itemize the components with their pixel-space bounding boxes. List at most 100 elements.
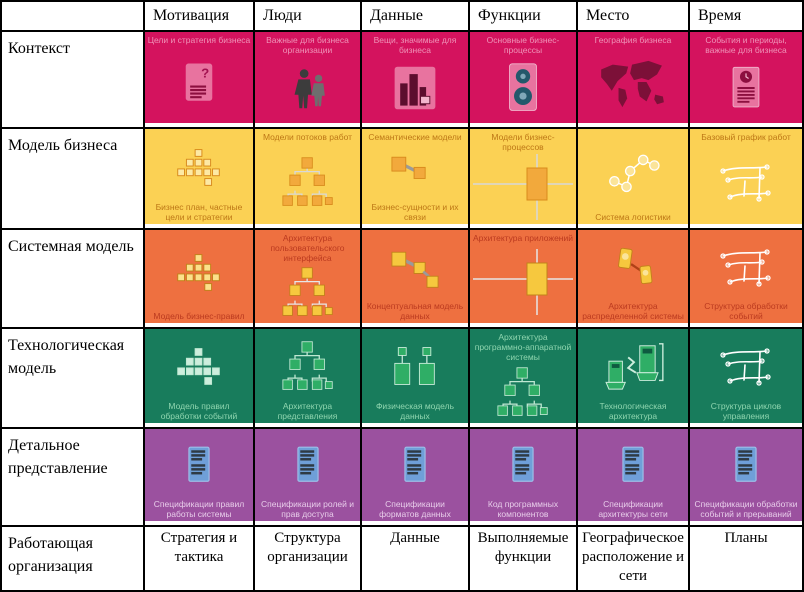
framework-cell: Базовый график работ (690, 129, 802, 228)
cell-bottom-label: Структура циклов управления (710, 400, 782, 421)
row-label: Системная модель (2, 230, 143, 327)
framework-cell: Бизнес план, частные цели и стратегии (145, 129, 253, 228)
framework-cell: Структура циклов управления (690, 329, 802, 427)
framework-cell: Спецификации форматов данных (362, 429, 468, 525)
sketch-icon (692, 233, 800, 301)
column-header-1: Мотивация (145, 2, 253, 30)
framework-cell: Архитектура распределенной системы (578, 230, 688, 327)
cell-bottom-label: Архитектура представления (277, 400, 338, 421)
cell-bottom-label: Бизнес-сущности и их связи (371, 201, 459, 222)
row-label: Контекст (2, 32, 143, 127)
people-icon (257, 55, 358, 121)
workflow-tree-icon (472, 363, 574, 421)
cell-top-label: География бизнеса (594, 35, 672, 45)
cell-bottom-label: Архитектура распределенной системы (582, 300, 684, 321)
cell-top-label: События и периоды, важные для бизнеса (705, 35, 787, 56)
distributed-nodes-icon (580, 233, 686, 301)
framework-cell: Физическая модель данных (362, 329, 468, 427)
spec-document-icon (472, 432, 574, 499)
framework-cell: Концептуальная модель данных (362, 230, 468, 327)
cell-bottom-label: Структура обработки событий (704, 300, 788, 321)
cell-bottom-label: Спецификации обработки событий и прерыва… (694, 498, 798, 519)
cell-top-label: Архитектура приложений (473, 233, 573, 243)
footer-cell-4: Выполняемые функции (470, 527, 576, 590)
footer-cell-5: Географическое расположение и сети (578, 527, 688, 590)
document-clock-icon (692, 55, 800, 121)
gears-document-icon (472, 55, 574, 121)
buildings-icon (364, 55, 466, 121)
framework-cell: Архитектура пользовательского интерфейса (255, 230, 360, 327)
cell-bottom-label: Концептуальная модель данных (366, 300, 464, 321)
process-crosshair-icon (472, 243, 574, 321)
hardware-icon (580, 332, 686, 401)
framework-cell: Спецификации ролей и прав доступа (255, 429, 360, 525)
cell-bottom-label: Бизнес план, частные цели и стратегии (155, 201, 243, 222)
cell-top-label: Архитектура программно-аппаратной систем… (474, 332, 572, 363)
document-question-icon: ? (147, 45, 251, 121)
row-label: Детальное представление (2, 429, 143, 525)
framework-cell: Технологическая архитектура (578, 329, 688, 427)
framework-cell: Цели и стратегия бизнеса ? (145, 32, 253, 127)
cell-bottom-label: Физическая модель данных (375, 400, 455, 421)
framework-cell: Код программных компонентов (470, 429, 576, 525)
spec-document-icon (692, 432, 800, 499)
process-crosshair-icon (472, 152, 574, 222)
cell-bottom-label: Модель бизнес-правил (153, 310, 245, 321)
framework-cell: Модель правил обработки событий (145, 329, 253, 427)
framework-cell: География бизнеса (578, 32, 688, 127)
column-header-3: Данные (362, 2, 468, 30)
workflow-tree-icon (257, 332, 358, 401)
framework-cell: Семантические модели Бизнес-сущности и их… (362, 129, 468, 228)
framework-cell: Модель бизнес-правил (145, 230, 253, 327)
entity-link-icon (364, 233, 466, 301)
pyramid-icon (147, 233, 251, 311)
spec-document-icon (364, 432, 466, 499)
spec-document-icon (580, 432, 686, 499)
framework-cell: Спецификации обработки событий и прерыва… (690, 429, 802, 525)
cell-top-label: Модели бизнес-процессов (491, 132, 555, 153)
cell-top-label: Вещи, значимые для бизнеса (373, 35, 457, 56)
cell-bottom-label: Технологическая архитектура (599, 400, 667, 421)
framework-cell: Спецификации архитектуры сети (578, 429, 688, 525)
framework-cell: Спецификации правил работы системы (145, 429, 253, 525)
cell-top-label: Важные для бизнеса организации (266, 35, 349, 56)
pyramid-icon (147, 332, 251, 401)
footer-cell-2: Структура организации (255, 527, 360, 590)
workflow-tree-icon (257, 264, 358, 321)
framework-cell: Система логистики (578, 129, 688, 228)
network-nodes-icon (580, 132, 686, 212)
framework-cell: Модели бизнес-процессов (470, 129, 576, 228)
framework-cell: Архитектура представления (255, 329, 360, 427)
pyramid-icon (147, 132, 251, 202)
cell-top-label: Цели и стратегия бизнеса (147, 35, 251, 45)
spec-document-icon (257, 432, 358, 499)
world-map-icon (580, 45, 686, 121)
cell-top-label: Семантические модели (368, 132, 462, 142)
cell-bottom-label: Система логистики (595, 211, 671, 222)
entity-link-icon (364, 142, 466, 201)
framework-cell: Важные для бизнеса организации (255, 32, 360, 127)
cell-bottom-label: Спецификации ролей и прав доступа (261, 498, 354, 519)
column-header-2: Люди (255, 2, 360, 30)
framework-cell: Архитектура приложений (470, 230, 576, 327)
cell-top-label: Модели потоков работ (262, 132, 353, 142)
framework-cell: Вещи, значимые для бизнеса (362, 32, 468, 127)
data-tables-icon (364, 332, 466, 401)
column-header-4: Функции (470, 2, 576, 30)
row-label: Технологическая модель (2, 329, 143, 427)
column-header-5: Место (578, 2, 688, 30)
sketch-icon (692, 332, 800, 401)
workflow-tree-icon (257, 142, 358, 222)
sketch-icon (692, 142, 800, 222)
cell-bottom-label: Код программных компонентов (487, 498, 559, 519)
spec-document-icon (147, 432, 251, 499)
framework-cell: События и периоды, важные для бизнеса (690, 32, 802, 127)
framework-cell: Основные бизнес-процессы (470, 32, 576, 127)
cell-bottom-label: Модель правил обработки событий (160, 400, 238, 421)
cell-top-label: Основные бизнес-процессы (486, 35, 560, 56)
framework-cell: Структура обработки событий (690, 230, 802, 327)
table-corner-cell (2, 2, 143, 30)
column-header-6: Время (690, 2, 802, 30)
